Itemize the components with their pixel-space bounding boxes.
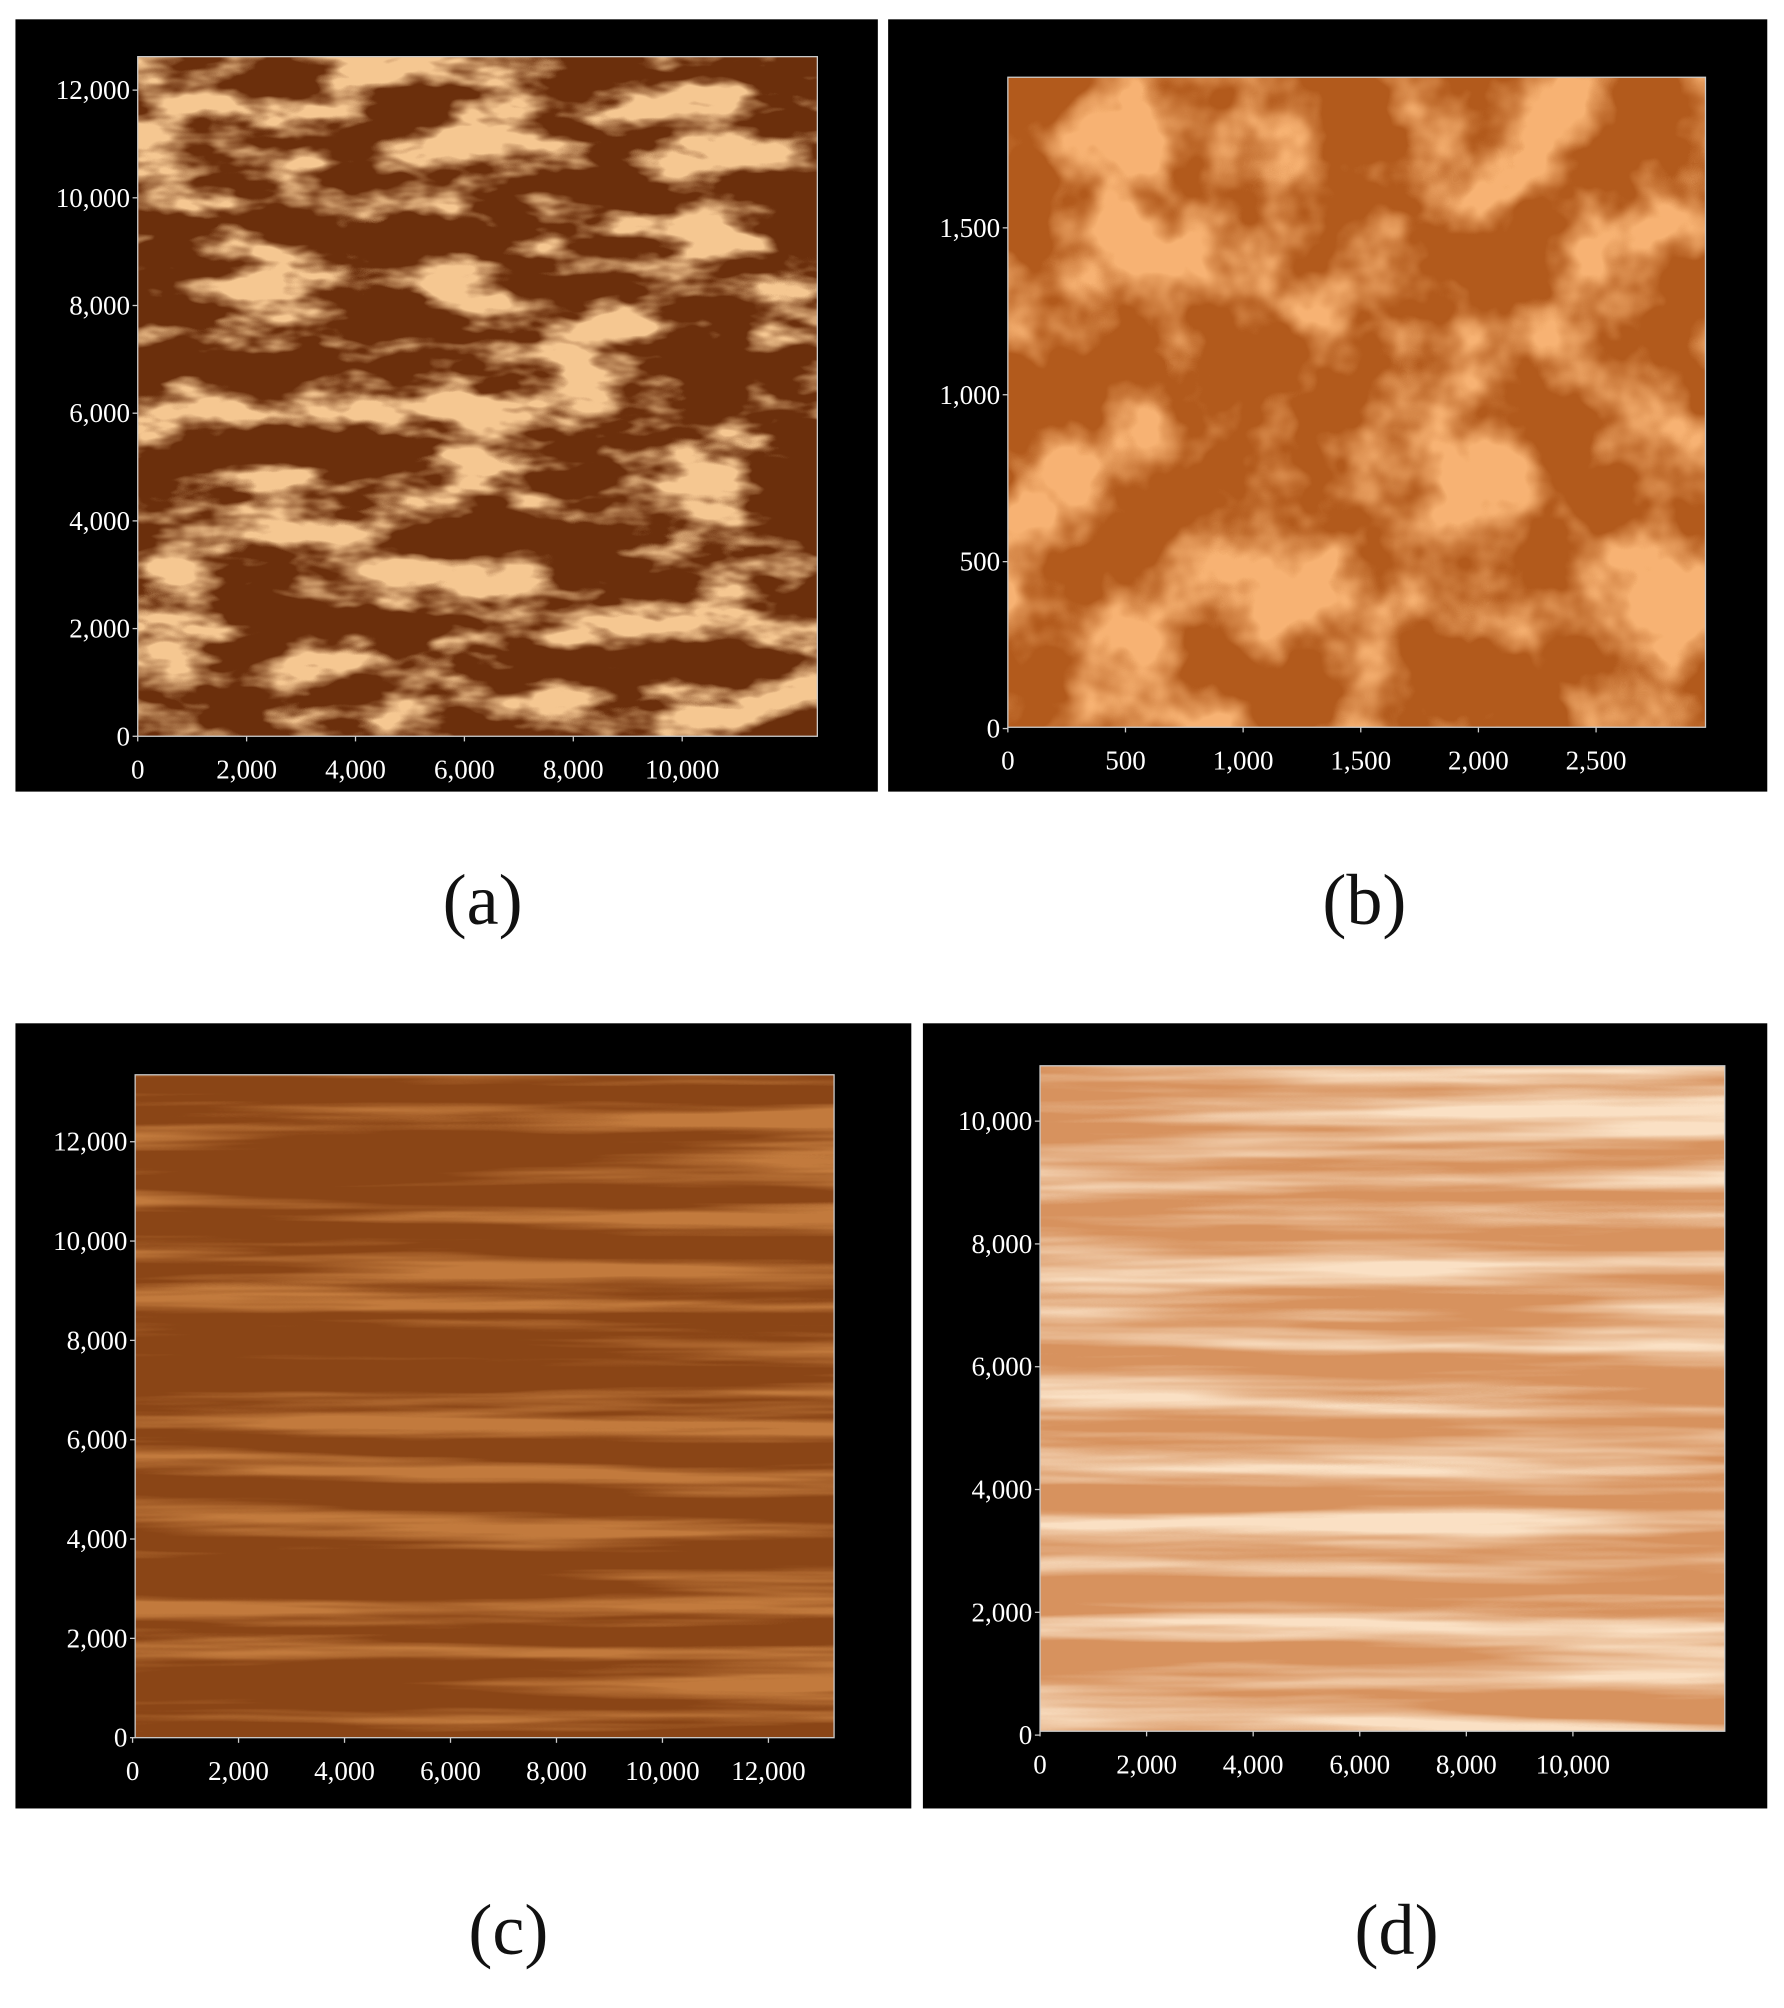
y-tick-label: 2,000 xyxy=(972,1597,1033,1627)
y-tick-label: 1,500 xyxy=(939,213,1000,243)
y-tick-label: 6,000 xyxy=(67,1425,128,1455)
y-tick-label: 10,000 xyxy=(958,1106,1032,1136)
x-tick-label: 10,000 xyxy=(1536,1750,1610,1780)
panel-label: (a) xyxy=(443,860,523,940)
panel-label: (d) xyxy=(1355,1890,1439,1970)
y-tick-label: 10,000 xyxy=(56,183,130,213)
x-tick-label: 8,000 xyxy=(543,755,604,785)
y-tick-label: 2,000 xyxy=(67,1623,128,1653)
x-tick-label: 1,000 xyxy=(1213,746,1274,776)
x-tick-label: 4,000 xyxy=(325,755,386,785)
x-tick-label: 0 xyxy=(1001,746,1015,776)
scan-image-texture xyxy=(1007,77,1706,728)
y-tick-label: 0 xyxy=(116,721,130,751)
panel: 0 2,000 4,000 6,000 8,000 10,000 12,000 0 2,000 4… xyxy=(15,1023,912,1809)
x-tick-label: 2,000 xyxy=(1116,1750,1177,1780)
x-tick-label: 4,000 xyxy=(314,1756,375,1786)
y-tick-label: 10,000 xyxy=(53,1226,127,1256)
panel: 0 2,000 4,000 6,000 8,000 10,000 0 2,000 4,000 6,… xyxy=(15,19,878,792)
x-tick-label: 10,000 xyxy=(645,755,719,785)
x-tick-label: 8,000 xyxy=(1436,1750,1497,1780)
x-tick-label: 6,000 xyxy=(1329,1750,1390,1780)
plot-frame xyxy=(134,1074,835,1739)
y-tick-label: 0 xyxy=(1019,1720,1033,1750)
x-tick-label: 6,000 xyxy=(420,1756,481,1786)
x-tick-label: 0 xyxy=(131,755,145,785)
y-tick-label: 6,000 xyxy=(972,1352,1033,1382)
x-tick-label: 6,000 xyxy=(434,755,495,785)
x-tick-label: 2,500 xyxy=(1566,746,1627,776)
plot-frame xyxy=(1039,1065,1726,1732)
y-tick-label: 12,000 xyxy=(53,1127,127,1157)
y-tick-label: 4,000 xyxy=(972,1475,1033,1505)
y-tick-label: 2,000 xyxy=(69,614,130,644)
x-tick-label: 2,000 xyxy=(208,1756,269,1786)
plot-frame xyxy=(137,56,818,737)
y-tick-label: 4,000 xyxy=(69,506,130,536)
x-tick-label: 500 xyxy=(1105,746,1146,776)
panel: 0 500 1,000 1,500 2,000 2,500 0 500 1,000 1,500 xyxy=(888,19,1768,792)
y-tick-label: 8,000 xyxy=(69,291,130,321)
y-tick-label: 12,000 xyxy=(56,75,130,105)
panel-label: (c) xyxy=(468,1890,548,1970)
x-tick-label: 10,000 xyxy=(625,1756,699,1786)
x-tick-label: 0 xyxy=(126,1756,140,1786)
y-tick-label: 8,000 xyxy=(972,1229,1033,1259)
y-tick-label: 0 xyxy=(114,1723,128,1753)
y-tick-label: 0 xyxy=(987,714,1001,744)
scan-image-texture xyxy=(137,56,818,737)
y-tick-label: 500 xyxy=(960,547,1001,577)
scan-image-texture xyxy=(135,1074,835,1738)
y-tick-label: 8,000 xyxy=(67,1325,128,1355)
plot-frame xyxy=(1007,76,1707,728)
panel-label: (b) xyxy=(1322,860,1406,940)
x-tick-label: 12,000 xyxy=(731,1756,805,1786)
x-tick-label: 2,000 xyxy=(216,755,277,785)
x-tick-label: 4,000 xyxy=(1223,1750,1284,1780)
x-tick-label: 1,500 xyxy=(1330,746,1391,776)
panel: 0 2,000 4,000 6,000 8,000 10,000 0 2,000 4,000 6,… xyxy=(922,1023,1768,1809)
x-tick-label: 0 xyxy=(1033,1750,1047,1780)
y-tick-label: 1,000 xyxy=(939,380,1000,410)
y-tick-label: 6,000 xyxy=(69,398,130,428)
scan-image-texture xyxy=(1040,1065,1725,1732)
x-tick-label: 2,000 xyxy=(1448,746,1509,776)
y-tick-label: 4,000 xyxy=(67,1524,128,1554)
x-tick-label: 8,000 xyxy=(526,1756,587,1786)
